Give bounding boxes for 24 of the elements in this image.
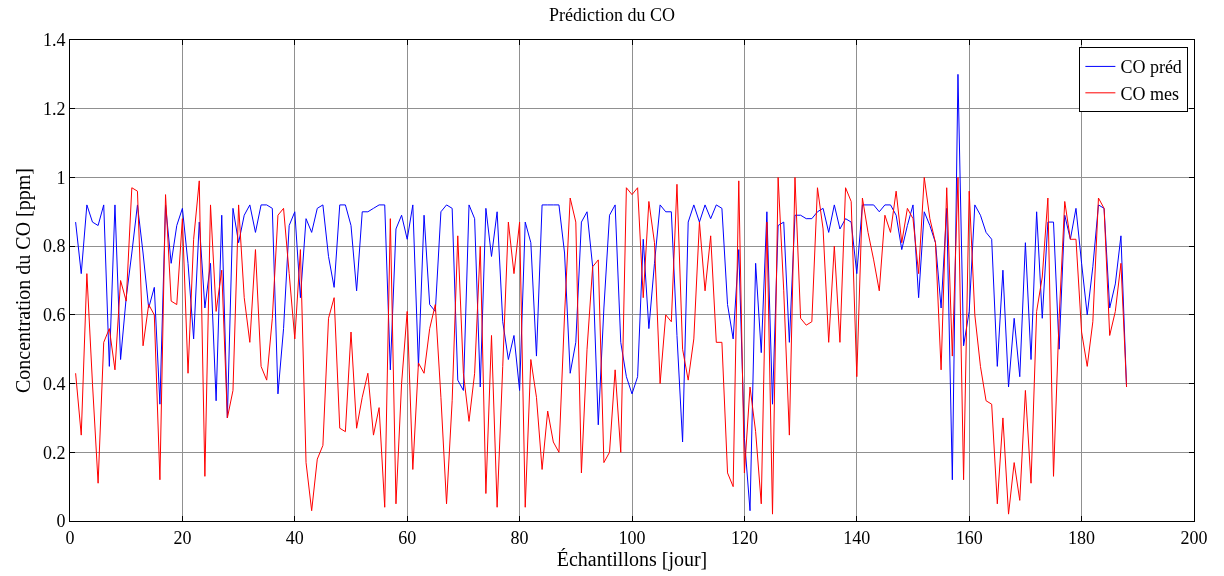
y-tick-label: 1.4 [42, 30, 66, 51]
x-tick-label: 200 [1180, 527, 1208, 548]
x-tick-label: 140 [843, 527, 871, 548]
y-axis-title: Concentration du CO [ppm] [12, 168, 36, 393]
x-tick-label: 20 [173, 527, 192, 548]
x-tick-label: 100 [618, 527, 646, 548]
y-tick-label: 1.2 [42, 99, 66, 120]
legend-label: CO mes [1120, 83, 1179, 104]
y-tick-label: 0.8 [42, 236, 66, 257]
y-tick-label: 1 [56, 167, 66, 188]
y-tick-label: 0 [56, 511, 66, 532]
y-tick-label: 0.6 [42, 305, 66, 326]
x-tick-label: 60 [398, 527, 417, 548]
x-tick-label: 160 [955, 527, 983, 548]
x-tick-label: 180 [1068, 527, 1096, 548]
legend-label: CO préd [1120, 57, 1182, 78]
x-tick-label: 40 [285, 527, 304, 548]
line-series [75, 176, 1128, 515]
y-tick-label: 0.4 [42, 373, 66, 394]
x-tick-label: 120 [730, 527, 758, 548]
chart-title: Prédiction du CO [549, 5, 675, 26]
y-tick-label: 0.2 [42, 442, 66, 463]
x-tick-label: 80 [510, 527, 529, 548]
x-axis-title: Échantillons [jour] [556, 547, 708, 571]
